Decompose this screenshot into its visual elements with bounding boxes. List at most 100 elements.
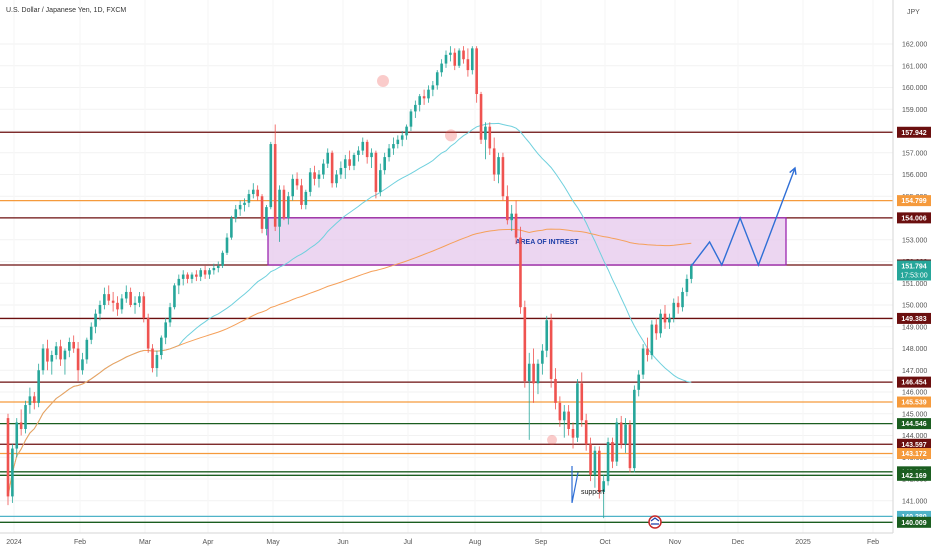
candle-body [72,341,75,349]
price-level-tag [897,418,931,430]
candle-body [497,157,500,175]
y-tick-label: 145.000 [902,411,927,418]
x-tick-label: Apr [203,539,215,546]
candle-body [541,350,544,364]
moving-average-slow [7,228,692,497]
projection-path[interactable] [690,167,796,267]
price-level-tag-label: 142.169 [901,473,926,480]
candle-body [681,291,684,308]
candle-body [392,144,395,149]
candle-body [251,189,255,195]
y-tick-label: 159.000 [902,107,927,114]
candle-body [598,450,601,493]
candle-body [230,218,233,238]
candle-body [615,422,619,462]
x-tick-label: Feb [867,539,879,546]
projection-arrowhead [789,166,797,176]
price-level-tag-label: 149.383 [901,316,926,323]
candle-body [243,202,246,205]
candle-body [199,270,203,277]
candle-body [343,159,347,168]
candle-body [501,157,505,197]
candle-body [164,322,167,338]
candle-body [225,237,229,253]
y-tick-label: 147.000 [902,368,927,375]
candle-body [449,52,452,55]
candle-body [68,341,71,351]
candle-body [383,157,386,171]
candle-body [322,163,325,175]
candle-body [361,141,365,151]
x-tick-label: Jun [337,539,348,546]
candle-body [216,265,220,269]
candle-body [624,424,627,445]
price-level-tag [897,438,931,450]
candle-body [584,420,588,445]
price-level-tag-label: 146.454 [901,380,926,387]
candle-body [435,72,439,86]
candle-body [418,96,422,105]
candle-body [453,52,457,66]
candle-body [396,139,400,145]
candle-body [116,302,119,310]
logo-icon [648,515,662,529]
candle-body [580,383,584,421]
candle-body [94,313,97,327]
candle-body [593,450,597,475]
x-tick-label: Oct [600,539,611,546]
candle-body [488,126,492,149]
y-tick-label: 157.000 [902,150,927,157]
support-arrow [571,465,579,504]
x-tick-label: Dec [732,539,745,546]
candle-body [567,411,570,429]
candle-body [291,178,294,197]
candle-body [646,348,649,356]
candle-body [558,402,562,421]
price-level-tag-label: 143.597 [901,442,926,449]
candle-body [506,196,509,221]
candle-body [81,359,84,371]
x-tick-label: 2025 [795,539,811,546]
price-level-tag [897,195,931,207]
price-level-tag [897,212,931,224]
y-tick-label: 156.000 [902,172,927,179]
highlight-marker [377,74,389,87]
candle-body [133,302,137,305]
candle-body [365,141,369,158]
candle-body [650,324,654,356]
candle-body [186,274,189,279]
candle-body [479,94,483,140]
price-level-tag-label: 144.546 [901,421,926,428]
price-level-tag-label: 145.539 [901,400,926,407]
candle-body [633,389,636,469]
candle-body [221,252,224,266]
candle-body [6,418,10,497]
candle-body [672,302,676,319]
candle-body [532,363,535,384]
candle-body [98,305,102,314]
candle-body [46,348,49,362]
candle-body [129,291,132,305]
candle-body [414,104,417,112]
candle-body [374,152,378,192]
candle-body [619,422,623,445]
candle-body [659,313,662,334]
candle-body [273,144,277,227]
y-tick-label: 146.000 [902,390,927,397]
candle-body [89,326,93,340]
candle-body [234,209,238,218]
candle-body [11,448,14,497]
candle-body [304,191,308,205]
candle-body [260,196,264,229]
candle-body [50,355,54,362]
price-level-tag [897,376,931,388]
y-tick-label: 151.000 [902,281,927,288]
x-tick-label: Nov [669,539,682,546]
candle-body [107,294,111,301]
candle-body [326,152,330,164]
price-level-tag [897,516,931,528]
price-level-tag-label: 154.006 [901,215,926,222]
area-of-interest-zone[interactable] [267,217,787,266]
candle-body [484,126,487,140]
